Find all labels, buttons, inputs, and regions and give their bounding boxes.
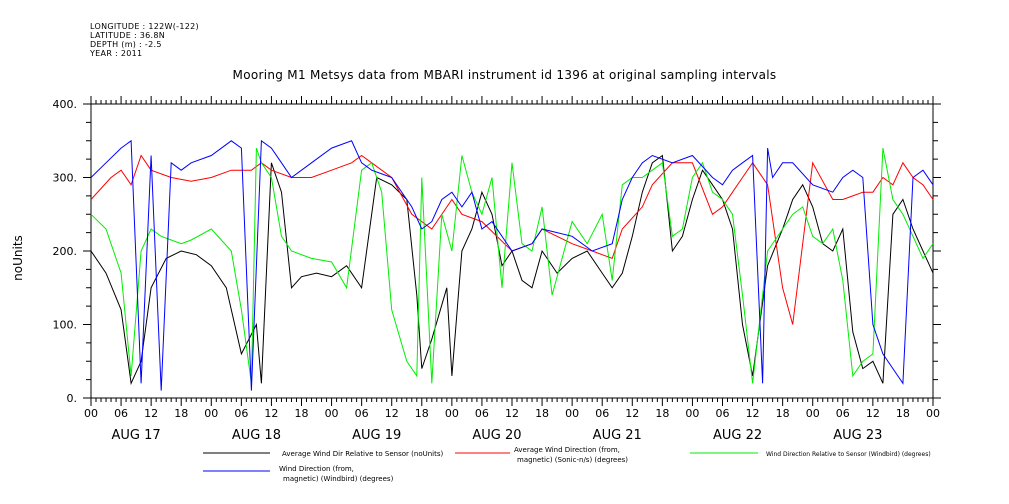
y-tick-label: 100. — [53, 319, 78, 332]
date-label: AUG 17 — [112, 428, 161, 443]
series-line-1 — [90, 154, 934, 386]
header-year: YEAR : 2011 — [90, 49, 143, 58]
y-tick-label: 300. — [53, 172, 78, 185]
y-tick-label: 200. — [53, 245, 78, 258]
chart-title: Mooring M1 Metsys data from MBARI instru… — [232, 68, 777, 82]
series-line-2 — [90, 154, 934, 325]
x-tick-label: 12 — [264, 407, 278, 420]
x-tick-label: 06 — [716, 407, 730, 420]
x-tick-label: 00 — [685, 407, 699, 420]
date-label: AUG 23 — [833, 428, 882, 443]
x-tick-label: 00 — [84, 407, 98, 420]
x-tick-label: 18 — [896, 407, 910, 420]
x-tick-label: 18 — [174, 407, 188, 420]
legend: Average Wind Dir Relative to Sensor (noU… — [203, 446, 931, 483]
legend-label-black: Average Wind Dir Relative to Sensor (noU… — [282, 450, 443, 458]
x-tick-label: 00 — [325, 407, 339, 420]
x-tick-label: 12 — [746, 407, 760, 420]
header-latitude: LATITUDE : 36.8N — [90, 31, 166, 40]
header-longitude: LONGITUDE : 122W(-122) — [90, 22, 199, 31]
header-depth: DEPTH (m) : -2.5 — [90, 40, 162, 49]
series-layer — [90, 139, 934, 391]
x-tick-label: 12 — [505, 407, 519, 420]
date-label: AUG 20 — [472, 428, 521, 443]
legend-label-red-1: Average Wind Direction (from, — [514, 446, 620, 454]
legend-label-red-2: magnetic) (Sonic-n/s) (degrees) — [517, 456, 628, 464]
x-tick-label: 12 — [866, 407, 880, 420]
x-tick-label: 00 — [565, 407, 579, 420]
x-tick-label: 06 — [836, 407, 850, 420]
date-label: AUG 18 — [232, 428, 281, 443]
series-line-4 — [90, 139, 934, 391]
x-tick-label: 06 — [355, 407, 369, 420]
date-label: AUG 19 — [352, 428, 401, 443]
x-tick-label: 12 — [625, 407, 639, 420]
x-tick-label: 06 — [114, 407, 128, 420]
x-tick-label: 00 — [806, 407, 820, 420]
legend-label-blue-1: Wind Direction (from, — [279, 465, 354, 473]
x-tick-label: 18 — [776, 407, 790, 420]
x-tick-label: 06 — [595, 407, 609, 420]
ticks-layer: 00 06 12 18 00 06 12 18 00 06 12 18 00 06 12 18 00 06 12 18… — [53, 98, 941, 443]
x-tick-label: 12 — [385, 407, 399, 420]
date-label: AUG 21 — [593, 428, 642, 443]
x-tick-label: 18 — [295, 407, 309, 420]
x-tick-label: 00 — [926, 407, 940, 420]
y-tick-label: 400. — [53, 98, 78, 111]
x-tick-label: 18 — [415, 407, 429, 420]
x-tick-label: 06 — [475, 407, 489, 420]
legend-label-blue-2: magnetic) (Windbird) (degrees) — [283, 475, 394, 483]
x-tick-label: 12 — [144, 407, 158, 420]
x-tick-label: 00 — [445, 407, 459, 420]
series-line-3 — [90, 147, 934, 384]
x-tick-label: 00 — [204, 407, 218, 420]
y-tick-label: 0. — [67, 392, 78, 405]
legend-label-green: Wind Direction Relative to Sensor (Windb… — [766, 451, 931, 458]
date-label: AUG 22 — [713, 428, 762, 443]
x-tick-label: 06 — [234, 407, 248, 420]
x-tick-label: 18 — [655, 407, 669, 420]
x-tick-label: 18 — [535, 407, 549, 420]
